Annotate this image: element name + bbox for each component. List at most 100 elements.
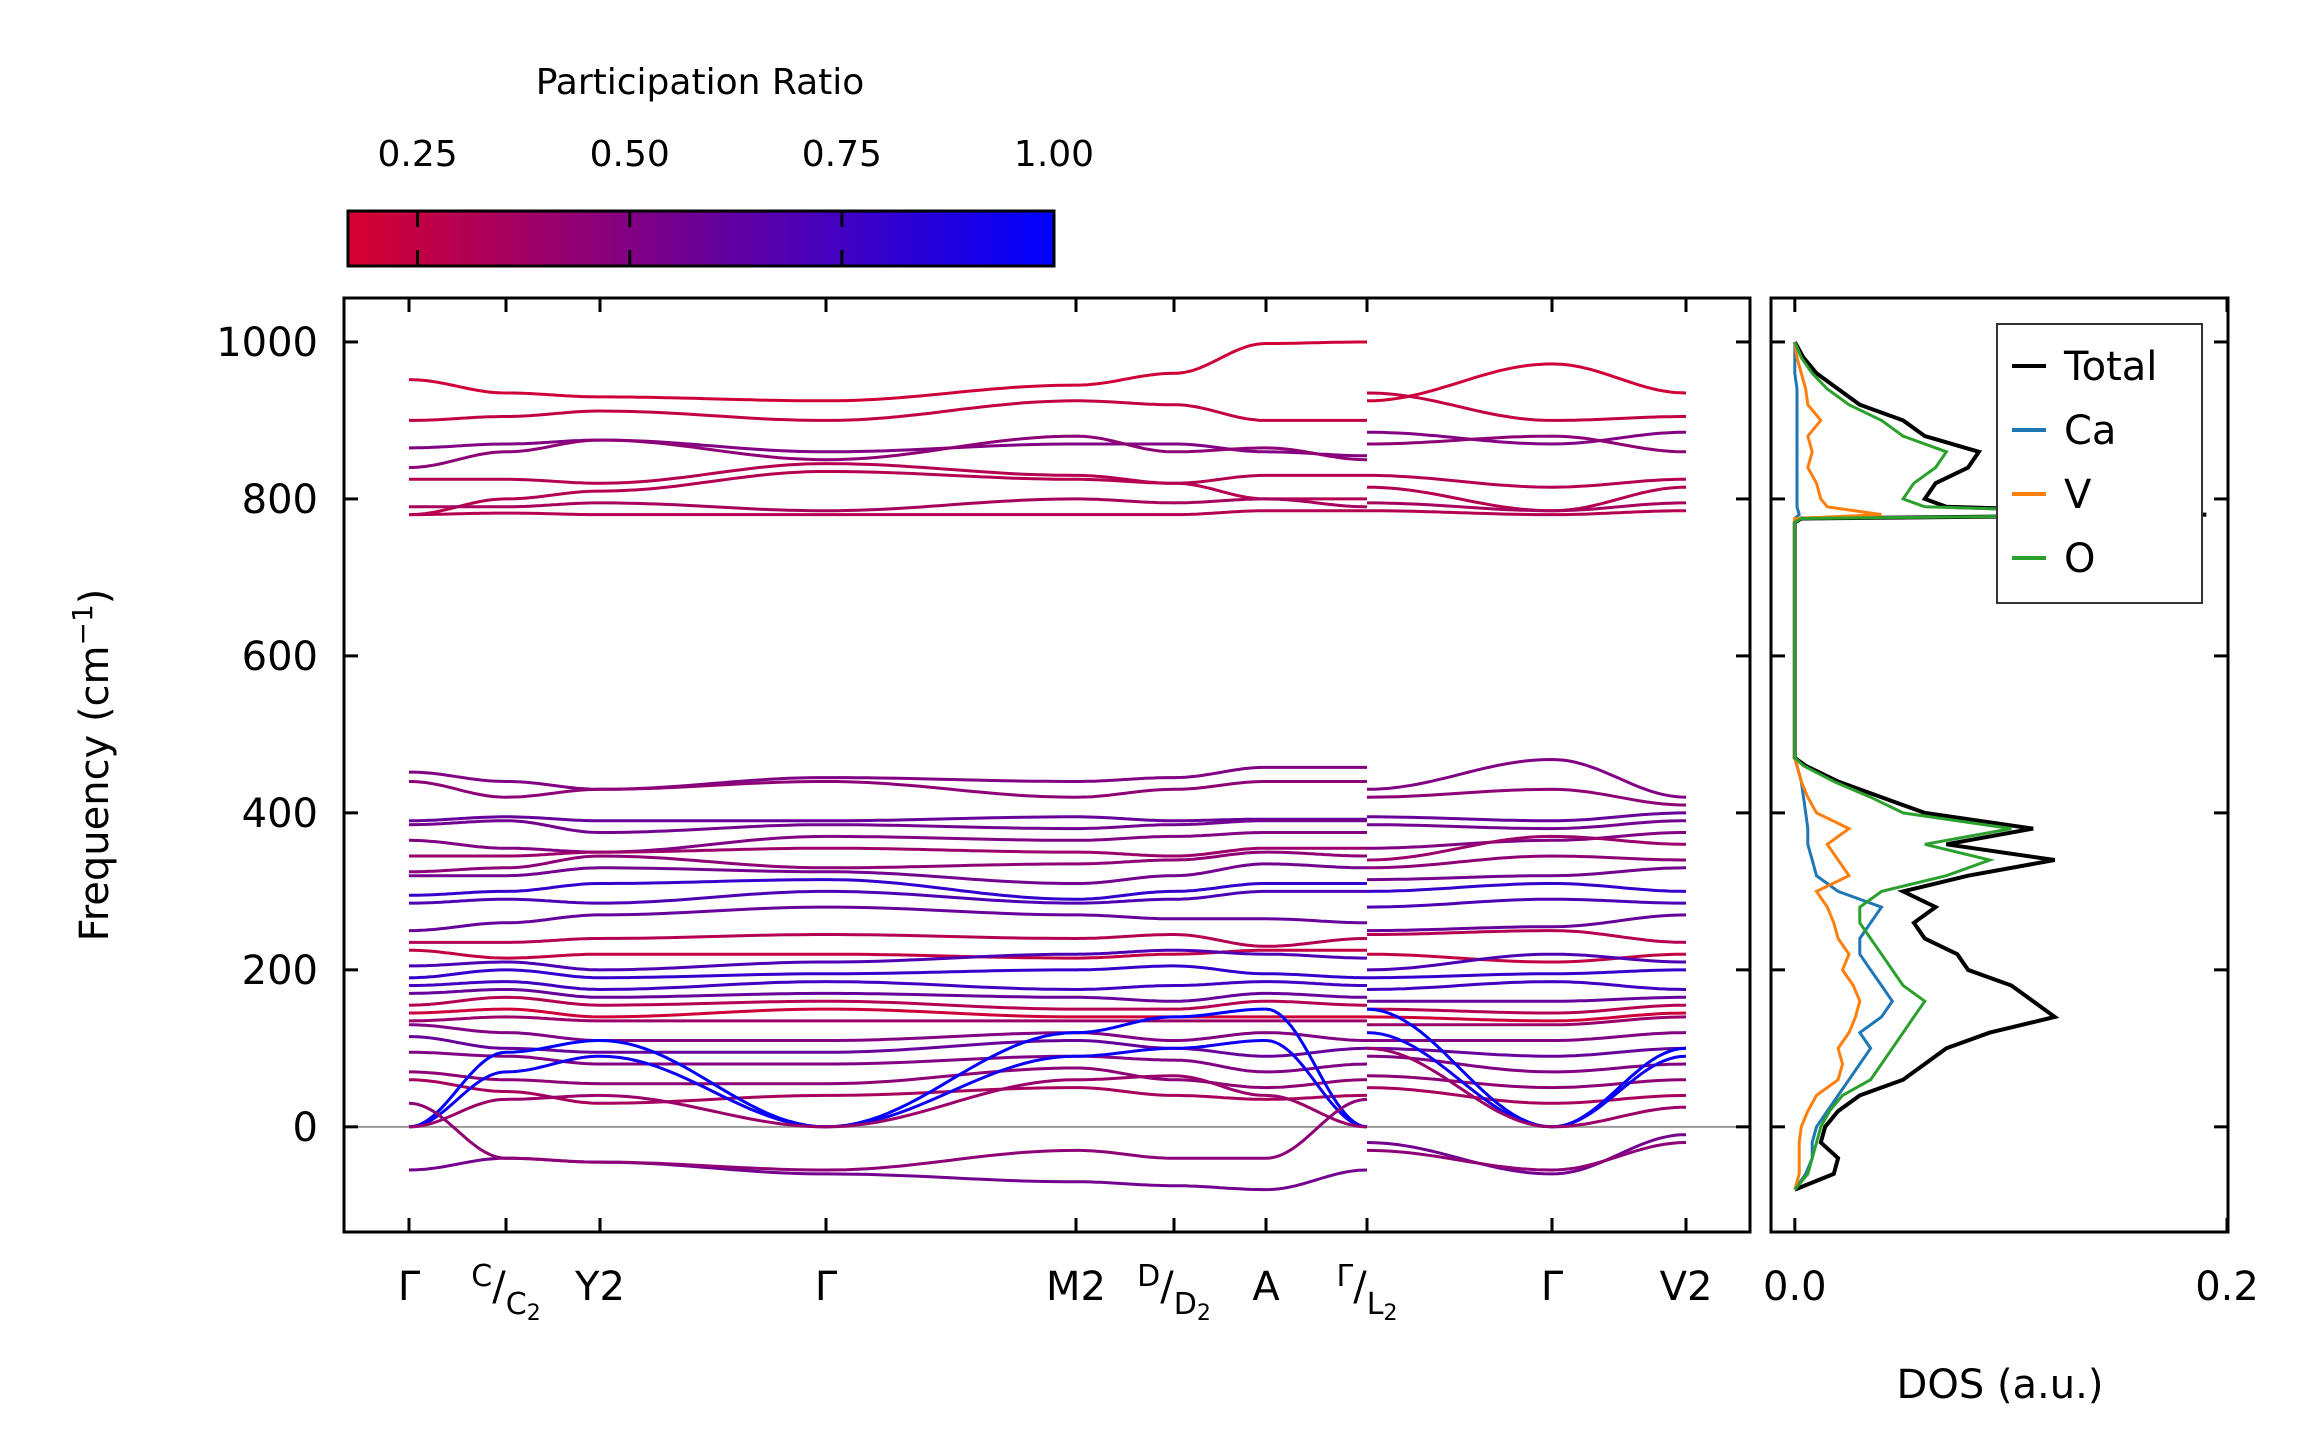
kpoint-label-slash: /	[1160, 1264, 1174, 1310]
phonon-band-26	[1366, 1011, 1687, 1023]
phonon-band-2	[409, 438, 1368, 458]
phonon-band-11	[408, 819, 1367, 834]
legend-label: O	[2064, 536, 2095, 582]
phonon-band-1	[1366, 391, 1686, 422]
kpoint-label: Γ	[1541, 1264, 1564, 1310]
kpoint-label-sub: 2	[1383, 1301, 1397, 1326]
dos-x-tick-label: 0.0	[1763, 1264, 1827, 1310]
phonon-band-32	[1366, 1086, 1687, 1105]
phonon-band-25	[408, 995, 1367, 1011]
phonon-band-20	[1367, 952, 1686, 964]
colorbar-tick-label: 0.25	[378, 134, 458, 175]
dos-line-ca	[1793, 342, 1895, 1191]
phonon-band-37	[408, 1097, 1368, 1172]
phonon-band-5	[1366, 485, 1687, 513]
y-tick-label: 200	[242, 948, 318, 994]
kpoint-label-slash: /	[1353, 1264, 1367, 1310]
phonon-band-6	[1367, 501, 1686, 513]
phonon-band-31	[1366, 1074, 1687, 1090]
phonon-band-12	[408, 831, 1367, 854]
phonon-band-7	[409, 509, 1367, 517]
kpoint-label: A	[1252, 1264, 1280, 1310]
kpoint-label: M2	[1046, 1264, 1106, 1310]
colorbar: Participation Ratio 0.25 0.50 0.75 1.00	[346, 62, 1094, 268]
y-axis-label: Frequency (cm−1)	[66, 589, 118, 942]
phonon-band-16	[409, 878, 1367, 901]
phonon-band-9	[409, 780, 1367, 799]
phonon-band-27	[1367, 1015, 1687, 1027]
phonon-band-14	[1367, 854, 1686, 870]
dos-line-total	[1792, 341, 2207, 1192]
phonon-band-26	[409, 1007, 1367, 1019]
phonon-band-13	[409, 846, 1367, 858]
phonon-band-7	[1367, 509, 1686, 517]
colorbar-label: Participation Ratio	[536, 62, 865, 103]
phonon-band-3	[409, 434, 1368, 469]
phonon-band-25	[1367, 1003, 1686, 1015]
phonon-band-36	[1366, 1133, 1687, 1176]
phonon-band-9	[1366, 787, 1686, 807]
phonon-band-0	[1366, 362, 1687, 403]
phonon-band-18	[1367, 913, 1687, 933]
phonon-band-33	[408, 1007, 1368, 1129]
phonon-band-19	[409, 933, 1367, 948]
phonon-band-6	[409, 497, 1368, 513]
kpoint-label-sub: 2	[1197, 1301, 1211, 1326]
y-tick-label: 0	[293, 1105, 318, 1151]
phonon-band-12	[1367, 831, 1686, 850]
main-axes-frame	[342, 296, 1752, 1234]
legend: Total Ca VO	[1996, 323, 2203, 604]
phonon-band-22	[409, 964, 1367, 980]
kpoint-label: C/C2	[471, 1259, 540, 1326]
kpoint-label: Γ	[398, 1264, 421, 1310]
legend-label: Ca	[2064, 408, 2116, 454]
phonon-band-0	[408, 340, 1367, 403]
phonon-band-16	[1366, 882, 1687, 893]
phonon-band-27	[409, 1015, 1367, 1023]
dos-x-tick-label: 0.2	[2195, 1264, 2259, 1310]
kpoint-label: Y2	[574, 1264, 625, 1310]
phonon-band-23	[409, 980, 1367, 992]
phonon-band-35	[1366, 1046, 1687, 1129]
y-tick-label: 600	[242, 634, 318, 680]
phonon-band-8	[409, 765, 1367, 791]
dos-line-o	[1793, 341, 2185, 1191]
dos-line-v	[1793, 341, 1882, 1191]
kpoint-label-sub: 2	[1081, 1264, 1106, 1310]
phonon-band-28	[1367, 1031, 1687, 1042]
kpoint-label: Γ/L2	[1337, 1259, 1398, 1326]
phonon-band-11	[1367, 819, 1687, 831]
phonon-band-31	[409, 1066, 1368, 1090]
kpoint-label-main: A	[1252, 1264, 1280, 1310]
phonon-band-22	[1367, 968, 1686, 980]
kpoint-label-sup: Γ	[1337, 1259, 1354, 1294]
phonon-band-33	[1366, 1007, 1687, 1129]
phonon-band-35	[408, 1074, 1368, 1129]
kpoint-label-sup: C	[471, 1259, 492, 1294]
kpoint-label: D/D2	[1137, 1259, 1211, 1326]
kpoint-label-main: M	[1046, 1264, 1081, 1310]
phonon-band-30	[409, 1050, 1368, 1074]
phonon-band-2	[1366, 430, 1687, 446]
kpoint-label: V2	[1660, 1264, 1713, 1310]
phonon-band-10	[1367, 811, 1686, 823]
phonon-band-15	[1367, 866, 1687, 882]
kpoint-label-main: V	[1660, 1264, 1688, 1310]
phonon-band-34	[408, 1039, 1368, 1129]
legend-label: V	[2064, 472, 2092, 518]
kpoint-label-main: Γ	[815, 1264, 838, 1310]
phonon-band-36	[408, 1156, 1368, 1192]
phonon-band-13	[1366, 834, 1687, 862]
kpoint-label-subbase: D	[1174, 1287, 1197, 1322]
phonon-band-23	[1366, 980, 1687, 991]
kpoint-label-slash: /	[492, 1264, 506, 1310]
phonon-band-28	[409, 1023, 1367, 1042]
phonon-band-8	[1366, 757, 1687, 799]
kpoint-label-subbase: C	[506, 1287, 527, 1322]
phonon-band-29	[409, 1035, 1368, 1058]
kpoint-label-main: Γ	[398, 1264, 421, 1310]
kpoint-label-sub: 2	[527, 1301, 541, 1326]
phonon-band-24	[409, 988, 1367, 1003]
